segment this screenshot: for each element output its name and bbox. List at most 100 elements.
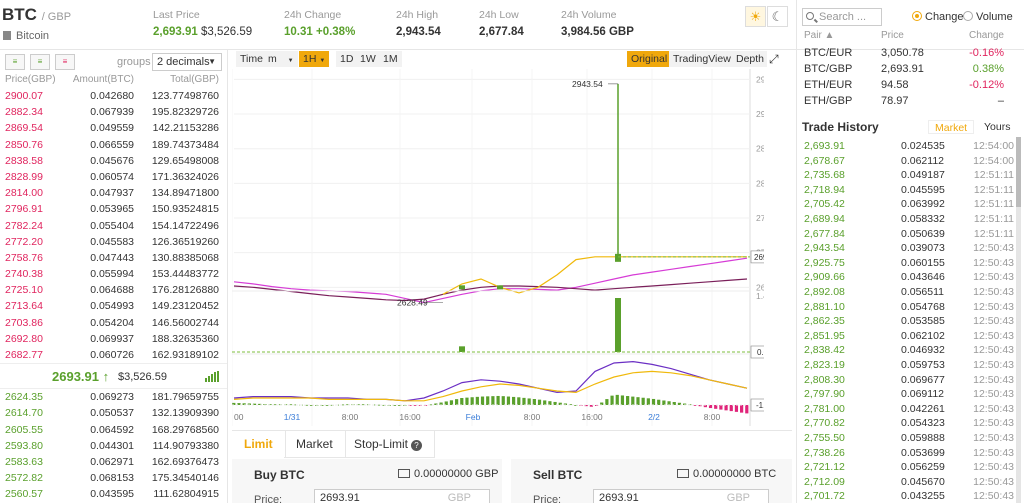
trade-amount: 0.054768 bbox=[901, 300, 945, 313]
tab-stop-limit[interactable]: Stop-Limit? bbox=[342, 431, 436, 458]
macd-bar bbox=[605, 399, 609, 405]
macd-bar bbox=[325, 405, 329, 406]
ask-row[interactable]: 2869.54 0.049559 142.21153286 bbox=[0, 120, 227, 136]
bid-total: 175.34540146 bbox=[151, 472, 219, 485]
book-header: Price(GBP) Amount(BTC) Total(GBP) bbox=[0, 74, 227, 88]
tab-1d[interactable]: 1D bbox=[336, 51, 358, 67]
market-pair: ETH/EUR bbox=[804, 79, 853, 91]
market-row[interactable]: ETH/GBP 78.97 – bbox=[797, 93, 1024, 109]
market-price: 94.58 bbox=[881, 79, 909, 91]
ask-row[interactable]: 2725.10 0.064688 176.28126880 bbox=[0, 282, 227, 298]
radio-change[interactable]: Change bbox=[912, 11, 964, 23]
pair-title: BTC / GBP bbox=[2, 5, 71, 25]
tab-market[interactable]: Market bbox=[284, 431, 346, 458]
ask-amount: 0.047937 bbox=[90, 187, 134, 200]
macd-bar bbox=[734, 405, 739, 412]
ask-row[interactable]: 2838.58 0.045676 129.65498008 bbox=[0, 153, 227, 169]
tab-1m[interactable]: 1M bbox=[379, 51, 402, 67]
col-pair[interactable]: Pair ▲ bbox=[804, 30, 835, 41]
bid-row[interactable]: 2593.80 0.044301 114.90793380 bbox=[0, 438, 227, 454]
market-row[interactable]: ETH/EUR 94.58 -0.12% bbox=[797, 77, 1024, 93]
trade-row: 2,781.00 0.042261 12:50:43 bbox=[797, 401, 1015, 418]
bid-row[interactable]: 2624.35 0.069273 181.79659755 bbox=[0, 389, 227, 405]
ask-row[interactable]: 2682.77 0.060726 162.93189102 bbox=[0, 347, 227, 363]
moon-icon[interactable]: ☾ bbox=[767, 6, 788, 27]
scrollbar-thumb[interactable] bbox=[1016, 137, 1021, 207]
tab-minutes[interactable]: m ▼ bbox=[264, 51, 298, 67]
ask-row[interactable]: 2758.76 0.047443 130.88385068 bbox=[0, 250, 227, 266]
book-view-bids-icon[interactable]: ≡ bbox=[30, 54, 50, 70]
macd-bar bbox=[480, 396, 485, 405]
sell-price-input[interactable]: 2693.91 GBP bbox=[593, 489, 769, 503]
quote-symbol: / GBP bbox=[41, 11, 72, 23]
ask-row[interactable]: 2814.00 0.047937 134.89471800 bbox=[0, 185, 227, 201]
tab-1h[interactable]: 1H ▼ bbox=[299, 51, 330, 67]
x-tick: 16:00 bbox=[581, 412, 603, 422]
ask-row[interactable]: 2850.76 0.066559 189.74373484 bbox=[0, 137, 227, 153]
macd-bar bbox=[657, 399, 661, 405]
ask-row[interactable]: 2740.38 0.055994 153.44483772 bbox=[0, 266, 227, 282]
ask-row[interactable]: 2713.64 0.054993 149.23120452 bbox=[0, 298, 227, 314]
market-row[interactable]: BTC/EUR 3,050.78 -0.16% bbox=[797, 45, 1024, 61]
fullscreen-icon[interactable]: ⤢ bbox=[767, 51, 781, 67]
ask-price: 2725.10 bbox=[5, 284, 43, 297]
radio-volume[interactable]: Volume bbox=[963, 11, 1013, 23]
tab-depth[interactable]: Depth bbox=[732, 51, 769, 67]
trade-amount: 0.062102 bbox=[901, 329, 945, 342]
x-tick: 8:00 bbox=[704, 412, 721, 422]
tab-tradingview[interactable]: TradingView bbox=[669, 51, 735, 67]
tab-limit[interactable]: Limit bbox=[232, 431, 286, 458]
book-view-both-icon[interactable]: ≡ bbox=[5, 54, 25, 70]
macd-bar bbox=[548, 401, 552, 405]
bid-total: 162.69376473 bbox=[151, 455, 219, 468]
sun-icon[interactable]: ☀ bbox=[745, 6, 766, 27]
tab-trades-market[interactable]: Market bbox=[928, 120, 975, 134]
tab-1w[interactable]: 1W bbox=[356, 51, 380, 67]
search-input[interactable]: Search ... bbox=[802, 8, 882, 26]
buy-price-input[interactable]: 2693.91 GBP bbox=[314, 489, 490, 503]
coin-name-label: Bitcoin bbox=[16, 30, 50, 42]
bid-row[interactable]: 2560.57 0.043595 111.62804915 bbox=[0, 486, 227, 502]
bid-row[interactable]: 2614.70 0.050537 132.13909390 bbox=[0, 405, 227, 421]
bid-row[interactable]: 2572.82 0.068153 175.34540146 bbox=[0, 470, 227, 486]
ask-price: 2740.38 bbox=[5, 268, 43, 281]
x-tick: 00 bbox=[234, 412, 244, 422]
ask-row[interactable]: 2882.34 0.067939 195.82329726 bbox=[0, 104, 227, 120]
ask-row[interactable]: 2900.07 0.042680 123.77498760 bbox=[0, 88, 227, 104]
ask-row[interactable]: 2772.20 0.045583 126.36519260 bbox=[0, 234, 227, 250]
tab-original[interactable]: Original bbox=[627, 51, 672, 67]
sell-panel: Sell BTC 0.00000000 BTC Price: 2693.91 GB… bbox=[511, 459, 792, 503]
tab-time[interactable]: Time bbox=[236, 51, 267, 67]
bid-row[interactable]: 2583.63 0.062971 162.69376473 bbox=[0, 454, 227, 470]
macd-bar bbox=[506, 396, 511, 405]
macd-bar bbox=[703, 405, 707, 408]
tab-trades-yours[interactable]: Yours bbox=[984, 121, 1011, 133]
trade-price: 2,925.75 bbox=[804, 256, 845, 269]
bid-row[interactable]: 2605.55 0.064592 168.29768560 bbox=[0, 422, 227, 438]
ask-price: 2850.76 bbox=[5, 138, 43, 151]
ask-row[interactable]: 2692.80 0.069937 188.32635360 bbox=[0, 331, 227, 347]
trade-price: 2,738.26 bbox=[804, 446, 845, 459]
stat-24h-low: 24h Low 2,677.84 bbox=[479, 9, 524, 38]
help-icon[interactable]: ? bbox=[411, 440, 423, 451]
ask-row[interactable]: 2703.86 0.054204 146.56002744 bbox=[0, 315, 227, 331]
price-chart[interactable]: 2950.002900.002850.002800.002750.002700.… bbox=[232, 69, 764, 426]
book-view-asks-icon[interactable]: ≡ bbox=[55, 54, 75, 70]
groups-select[interactable]: 2 decimals ▼ bbox=[152, 53, 222, 71]
ask-row[interactable]: 2782.24 0.055404 154.14722496 bbox=[0, 218, 227, 234]
macd-bar bbox=[543, 400, 547, 405]
trade-history-scrollbar[interactable] bbox=[1016, 137, 1021, 503]
stat-last-price: Last Price 2,693.91 $3,526.59 bbox=[153, 9, 252, 38]
macd-bar bbox=[439, 402, 443, 405]
ask-price: 2713.64 bbox=[5, 300, 43, 313]
ask-row[interactable]: 2828.99 0.060574 171.36324026 bbox=[0, 169, 227, 185]
trade-amount: 0.069677 bbox=[901, 373, 945, 386]
low-label: 24h Low bbox=[479, 9, 519, 21]
market-row[interactable]: BTC/GBP 2,693.91 0.38% bbox=[797, 61, 1024, 77]
trade-time: 12:50:43 bbox=[973, 446, 1014, 459]
search-icon bbox=[806, 12, 814, 20]
macd-bar bbox=[584, 405, 588, 407]
trade-price: 2,781.00 bbox=[804, 402, 845, 415]
trade-price: 2,705.42 bbox=[804, 198, 845, 211]
ask-row[interactable]: 2796.91 0.053965 150.93524815 bbox=[0, 201, 227, 217]
